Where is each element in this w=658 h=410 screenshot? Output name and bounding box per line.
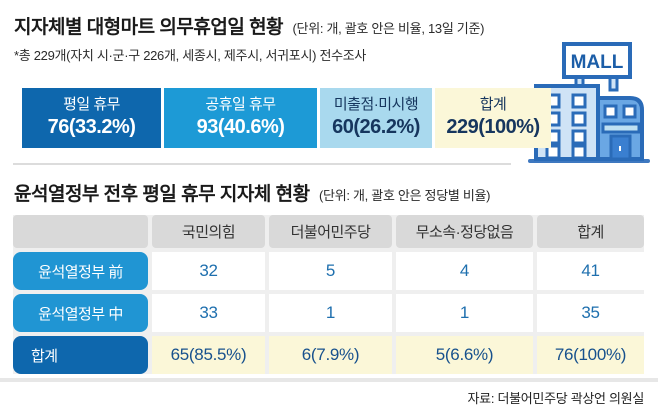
table-header-dpk: 더불어민주당 (269, 215, 392, 248)
table-header-empty (13, 215, 148, 248)
section2-title-row: 윤석열정부 전후 평일 휴무 지자체 현황 (단위: 개, 괄호 안은 정당별 … (14, 179, 491, 206)
mall-sign-text: MALL (571, 52, 624, 73)
source-credit: 자료: 더불어민주당 곽상언 의원실 (467, 391, 645, 406)
bar-segment-value: 93(40.6%) (196, 115, 285, 138)
bar-segment-label: 공휴일 휴무 (205, 96, 276, 114)
bar-segment-holiday: 공휴일 휴무 93(40.6%) (164, 88, 317, 148)
table-cell-total: 5(6.6%) (396, 336, 533, 374)
table-cell-total: 65(85.5%) (152, 336, 265, 374)
table-header-ppp: 국민의힘 (152, 215, 265, 248)
table-cell: 32 (152, 252, 265, 290)
bar-segment-total: 합계 229(100%) (435, 88, 551, 148)
closure-summary-bar: 평일 휴무 76(33.2%) 공휴일 휴무 93(40.6%) 미출점·미시행… (22, 88, 551, 148)
bar-segment-value: 60(26.2%) (332, 115, 420, 138)
party-table: 국민의힘 더불어민주당 무소속·정당없음 합계 윤석열정부 前 32 5 4 4… (13, 215, 644, 374)
table-cell: 1 (396, 294, 533, 332)
bar-segment-value: 76(33.2%) (47, 115, 136, 138)
table-row-label-total: 합계 (13, 336, 148, 374)
bar-segment-none: 미출점·미시행 60(26.2%) (320, 88, 432, 148)
table-cell-total: 76(100%) (537, 336, 644, 374)
bar-segment-value: 229(100%) (446, 115, 540, 138)
section1-unit-note: (단위: 개, 괄호 안은 비율, 13일 기준) (292, 21, 485, 36)
bar-segment-label: 합계 (479, 96, 507, 114)
table-row-label-during: 윤석열정부 中 (13, 294, 148, 332)
table-cell-total: 6(7.9%) (269, 336, 392, 374)
table-cell: 5 (269, 252, 392, 290)
table-cell: 35 (537, 294, 644, 332)
table-cell: 41 (537, 252, 644, 290)
section2-unit-note: (단위: 개, 괄호 안은 정당별 비율) (319, 188, 491, 203)
section-divider (13, 163, 511, 165)
section1-title: 지자체별 대형마트 의무휴업일 현황 (14, 17, 284, 38)
bottom-divider (0, 378, 658, 382)
section2-title: 윤석열정부 전후 평일 휴무 지자체 현황 (14, 184, 310, 205)
bar-segment-weekday: 평일 휴무 76(33.2%) (22, 88, 161, 148)
table-cell: 33 (152, 294, 265, 332)
table-header-independent: 무소속·정당없음 (396, 215, 533, 248)
bar-segment-label: 평일 휴무 (63, 96, 120, 114)
section1-title-row: 지자체별 대형마트 의무휴업일 현황 (단위: 개, 괄호 안은 비율, 13일… (14, 12, 484, 39)
section1-footnote: *총 229개(자치 시·군·구 226개, 세종시, 제주시, 서귀포시) 전… (14, 48, 367, 63)
bar-segment-label: 미출점·미시행 (333, 96, 419, 114)
table-row-label-before: 윤석열정부 前 (13, 252, 148, 290)
table-cell: 4 (396, 252, 533, 290)
table-header-total: 합계 (537, 215, 644, 248)
table-cell: 1 (269, 294, 392, 332)
